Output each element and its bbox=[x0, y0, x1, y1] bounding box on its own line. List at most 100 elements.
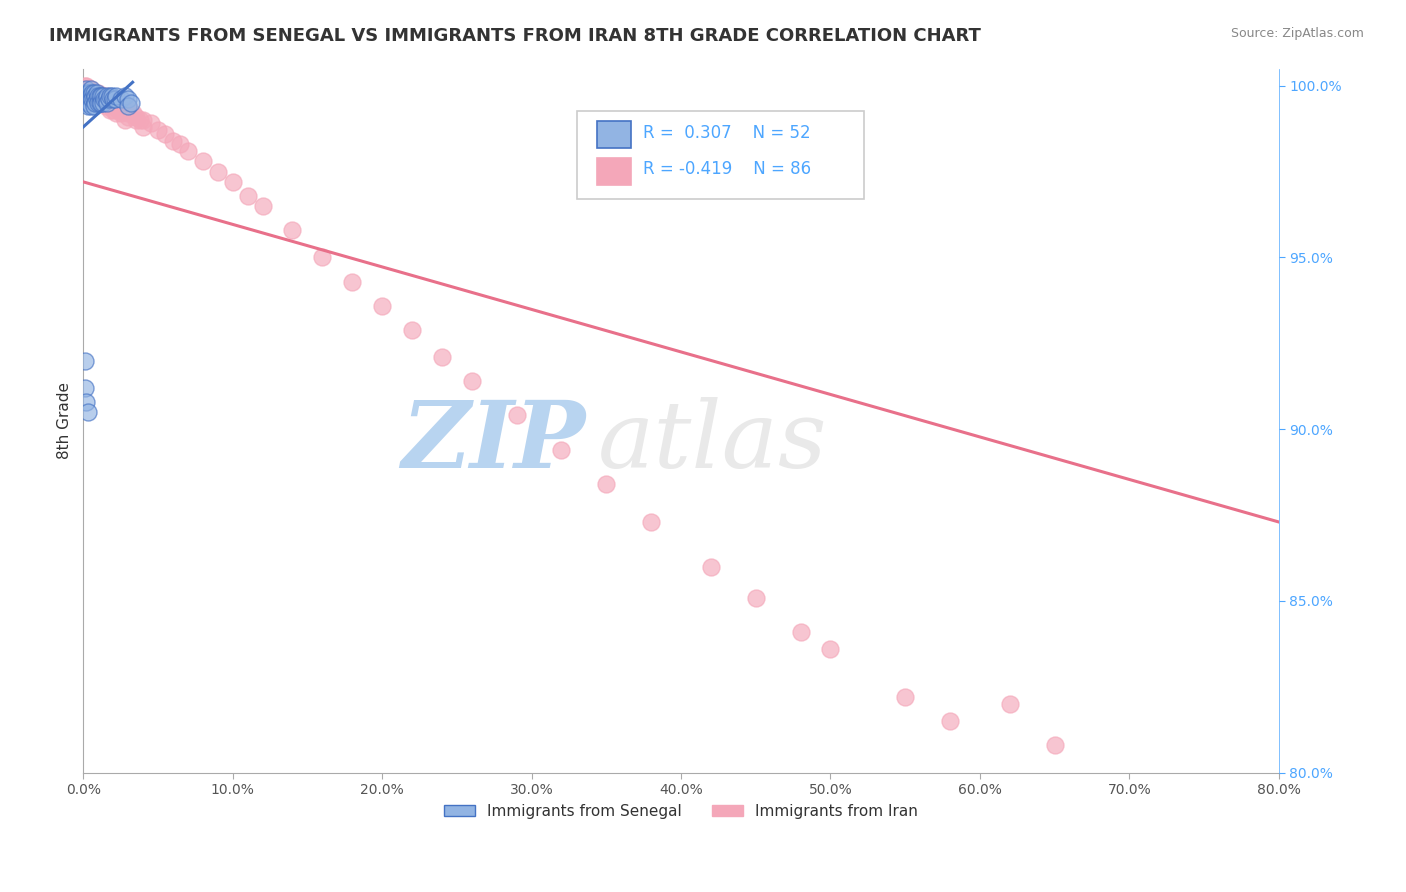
Point bbox=[91, 95, 114, 110]
Point bbox=[76, 92, 98, 106]
Point bbox=[342, 275, 364, 289]
Point bbox=[83, 92, 105, 106]
Point bbox=[87, 95, 110, 110]
Point bbox=[83, 86, 105, 100]
Point bbox=[207, 164, 229, 178]
Point bbox=[89, 89, 111, 103]
Point bbox=[90, 95, 112, 110]
Text: atlas: atlas bbox=[598, 397, 827, 487]
Point bbox=[83, 92, 105, 106]
Point bbox=[110, 92, 132, 106]
Point bbox=[73, 92, 96, 106]
Point bbox=[110, 103, 132, 117]
Point bbox=[82, 86, 104, 100]
Point bbox=[998, 697, 1021, 711]
Point bbox=[84, 95, 107, 110]
Point bbox=[80, 92, 103, 106]
Point bbox=[75, 95, 97, 110]
Point bbox=[98, 95, 121, 110]
Point bbox=[105, 99, 128, 113]
Point bbox=[132, 120, 155, 134]
Point bbox=[76, 82, 98, 96]
Point bbox=[100, 89, 122, 103]
Point bbox=[281, 223, 304, 237]
Point bbox=[83, 99, 105, 113]
Point bbox=[461, 374, 484, 388]
Text: Source: ZipAtlas.com: Source: ZipAtlas.com bbox=[1230, 27, 1364, 40]
Point bbox=[89, 95, 111, 110]
Point bbox=[86, 92, 108, 106]
Point bbox=[94, 99, 117, 113]
Bar bbox=[598, 121, 631, 148]
Point bbox=[114, 113, 136, 128]
Point bbox=[169, 137, 191, 152]
Legend: Immigrants from Senegal, Immigrants from Iran: Immigrants from Senegal, Immigrants from… bbox=[439, 797, 924, 825]
Point bbox=[93, 92, 115, 106]
Point bbox=[80, 86, 103, 100]
Y-axis label: 8th Grade: 8th Grade bbox=[58, 382, 72, 459]
Point bbox=[86, 86, 108, 100]
Point bbox=[117, 99, 139, 113]
Point bbox=[97, 92, 120, 106]
Point bbox=[87, 92, 110, 106]
Point bbox=[98, 89, 121, 103]
Point bbox=[73, 78, 96, 93]
Point bbox=[91, 95, 114, 110]
Point bbox=[129, 113, 152, 128]
Point bbox=[820, 642, 842, 657]
Point bbox=[82, 92, 104, 106]
Point bbox=[124, 110, 146, 124]
Point bbox=[77, 95, 100, 110]
Point bbox=[73, 381, 96, 395]
Point bbox=[177, 144, 200, 158]
Point bbox=[117, 92, 139, 106]
Point bbox=[80, 82, 103, 96]
Point bbox=[86, 89, 108, 103]
Point bbox=[75, 82, 97, 96]
Point bbox=[96, 92, 118, 106]
Point bbox=[236, 188, 259, 202]
Point bbox=[311, 251, 333, 265]
Point bbox=[84, 92, 107, 106]
Point bbox=[77, 86, 100, 100]
Point bbox=[104, 99, 127, 113]
Point bbox=[87, 89, 110, 103]
Point bbox=[84, 89, 107, 103]
Point bbox=[75, 394, 97, 409]
Point bbox=[595, 477, 617, 491]
Point bbox=[112, 103, 135, 117]
Point bbox=[1043, 738, 1066, 752]
Point bbox=[73, 86, 96, 100]
Point bbox=[82, 86, 104, 100]
Point bbox=[75, 89, 97, 103]
Point bbox=[76, 99, 98, 113]
Point bbox=[75, 78, 97, 93]
Point bbox=[83, 86, 105, 100]
Point bbox=[75, 82, 97, 96]
Point bbox=[121, 106, 143, 120]
Point bbox=[98, 103, 121, 117]
Point bbox=[97, 92, 120, 106]
Point bbox=[90, 95, 112, 110]
Point bbox=[789, 624, 811, 639]
Point bbox=[117, 106, 139, 120]
Point bbox=[89, 89, 111, 103]
Point bbox=[117, 99, 139, 113]
Text: IMMIGRANTS FROM SENEGAL VS IMMIGRANTS FROM IRAN 8TH GRADE CORRELATION CHART: IMMIGRANTS FROM SENEGAL VS IMMIGRANTS FR… bbox=[49, 27, 981, 45]
Point bbox=[132, 113, 155, 128]
Point bbox=[700, 559, 723, 574]
Point bbox=[80, 89, 103, 103]
Point bbox=[96, 89, 118, 103]
Point bbox=[80, 89, 103, 103]
Point bbox=[745, 591, 768, 605]
FancyBboxPatch shape bbox=[576, 111, 863, 199]
Point bbox=[76, 405, 98, 419]
Point bbox=[77, 82, 100, 96]
Point bbox=[93, 92, 115, 106]
Point bbox=[84, 86, 107, 100]
Point bbox=[107, 103, 129, 117]
Point bbox=[101, 95, 124, 110]
Point bbox=[146, 123, 169, 137]
Point bbox=[105, 106, 128, 120]
Point bbox=[76, 86, 98, 100]
